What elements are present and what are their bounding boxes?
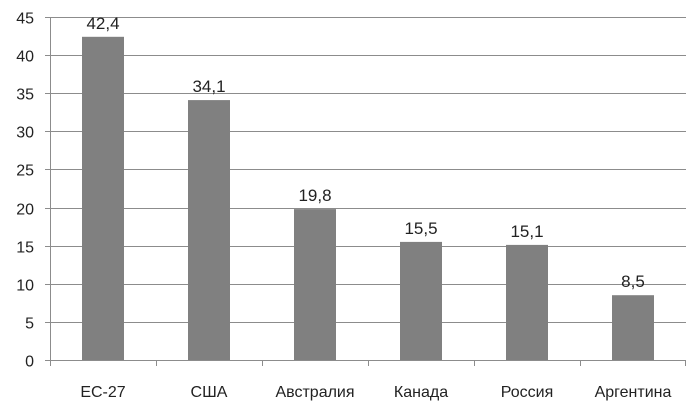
y-tick-label: 45	[16, 11, 34, 28]
bar	[612, 295, 654, 360]
y-tick-label: 40	[16, 49, 34, 66]
y-tick-label: 35	[16, 87, 34, 104]
x-category-label: США	[191, 384, 228, 401]
data-label: 19,8	[298, 186, 331, 205]
bar	[400, 241, 442, 360]
y-tick-label: 15	[16, 240, 34, 257]
x-category-label: Австралия	[275, 384, 354, 401]
data-label: 34,1	[192, 77, 225, 96]
bar	[294, 209, 336, 360]
data-label: 15,1	[510, 222, 543, 241]
x-category-label: Россия	[501, 384, 553, 401]
data-label: 8,5	[621, 272, 645, 291]
bars	[82, 36, 654, 361]
x-axis-categories: ЕС-27 США Австралия Канада Россия Аргентина	[50, 360, 686, 401]
y-tick-label: 25	[16, 163, 34, 180]
bar	[188, 100, 230, 360]
grid	[50, 17, 686, 323]
data-label: 15,5	[404, 219, 437, 238]
axes	[50, 17, 686, 361]
data-label: 42,4	[86, 14, 119, 33]
y-axis-ticks: 0 5 10 15 20 25 30 35 40 45	[16, 11, 50, 371]
y-tick-label: 10	[16, 278, 34, 295]
data-labels: 42,4 34,1 19,8 15,5 15,1 8,5	[86, 14, 644, 291]
x-category-label: Канада	[394, 384, 448, 401]
y-tick-label: 20	[16, 202, 34, 219]
y-tick-label: 30	[16, 125, 34, 142]
bar	[506, 244, 548, 360]
bar	[82, 36, 124, 361]
y-tick-label: 0	[25, 354, 34, 371]
x-category-label: ЕС-27	[80, 384, 125, 401]
y-tick-label: 5	[25, 316, 34, 333]
x-category-label: Аргентина	[595, 384, 672, 401]
